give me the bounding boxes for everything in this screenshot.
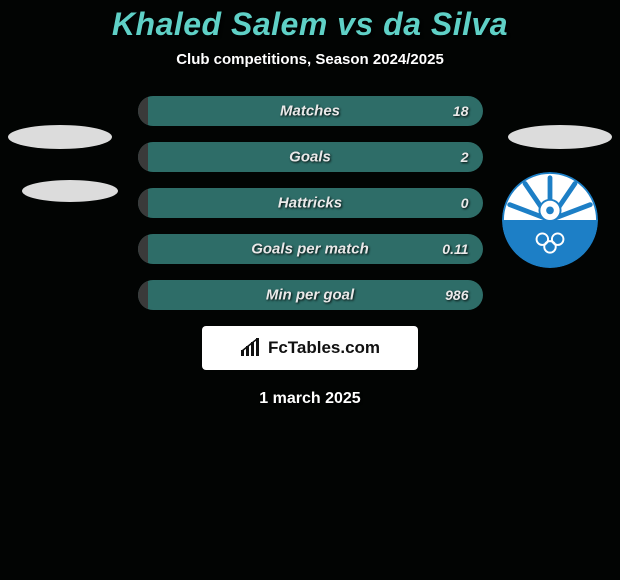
player-left-avatar-placeholder bbox=[8, 125, 112, 149]
stat-label: Goals bbox=[289, 149, 331, 166]
club-right-logo bbox=[502, 172, 598, 268]
stat-row: Min per goal 986 bbox=[138, 280, 483, 310]
stat-fill-left bbox=[138, 280, 148, 310]
stat-label: Matches bbox=[280, 103, 340, 120]
club-logo-svg bbox=[502, 172, 598, 268]
player-right-avatar-placeholder bbox=[508, 125, 612, 149]
stat-fill-left bbox=[138, 234, 148, 264]
stat-value-right: 986 bbox=[445, 287, 468, 303]
stat-row: Goals 2 bbox=[138, 142, 483, 172]
stat-value-right: 0.11 bbox=[442, 241, 468, 257]
stat-fill-left bbox=[138, 188, 148, 218]
stat-fill-left bbox=[138, 142, 148, 172]
stat-value-right: 2 bbox=[461, 149, 469, 165]
chart-bar-icon bbox=[240, 338, 262, 358]
date-label: 1 march 2025 bbox=[0, 390, 620, 408]
page-title: Khaled Salem vs da Silva bbox=[0, 6, 620, 43]
page-subtitle: Club competitions, Season 2024/2025 bbox=[0, 51, 620, 68]
stat-label: Min per goal bbox=[266, 287, 354, 304]
stat-value-right: 0 bbox=[461, 195, 469, 211]
stats-list: Matches 18 Goals 2 Hattricks 0 Goals per… bbox=[138, 96, 483, 310]
stat-row: Matches 18 bbox=[138, 96, 483, 126]
comparison-card: Khaled Salem vs da Silva Club competitio… bbox=[0, 0, 620, 580]
stat-row: Goals per match 0.11 bbox=[138, 234, 483, 264]
stat-label: Hattricks bbox=[278, 195, 342, 212]
stat-value-right: 18 bbox=[453, 103, 469, 119]
branding-badge: FcTables.com bbox=[202, 326, 418, 370]
branding-text: FcTables.com bbox=[268, 338, 380, 358]
stat-row: Hattricks 0 bbox=[138, 188, 483, 218]
stat-fill-left bbox=[138, 96, 148, 126]
stat-label: Goals per match bbox=[251, 241, 369, 258]
club-left-logo-placeholder bbox=[22, 180, 118, 202]
